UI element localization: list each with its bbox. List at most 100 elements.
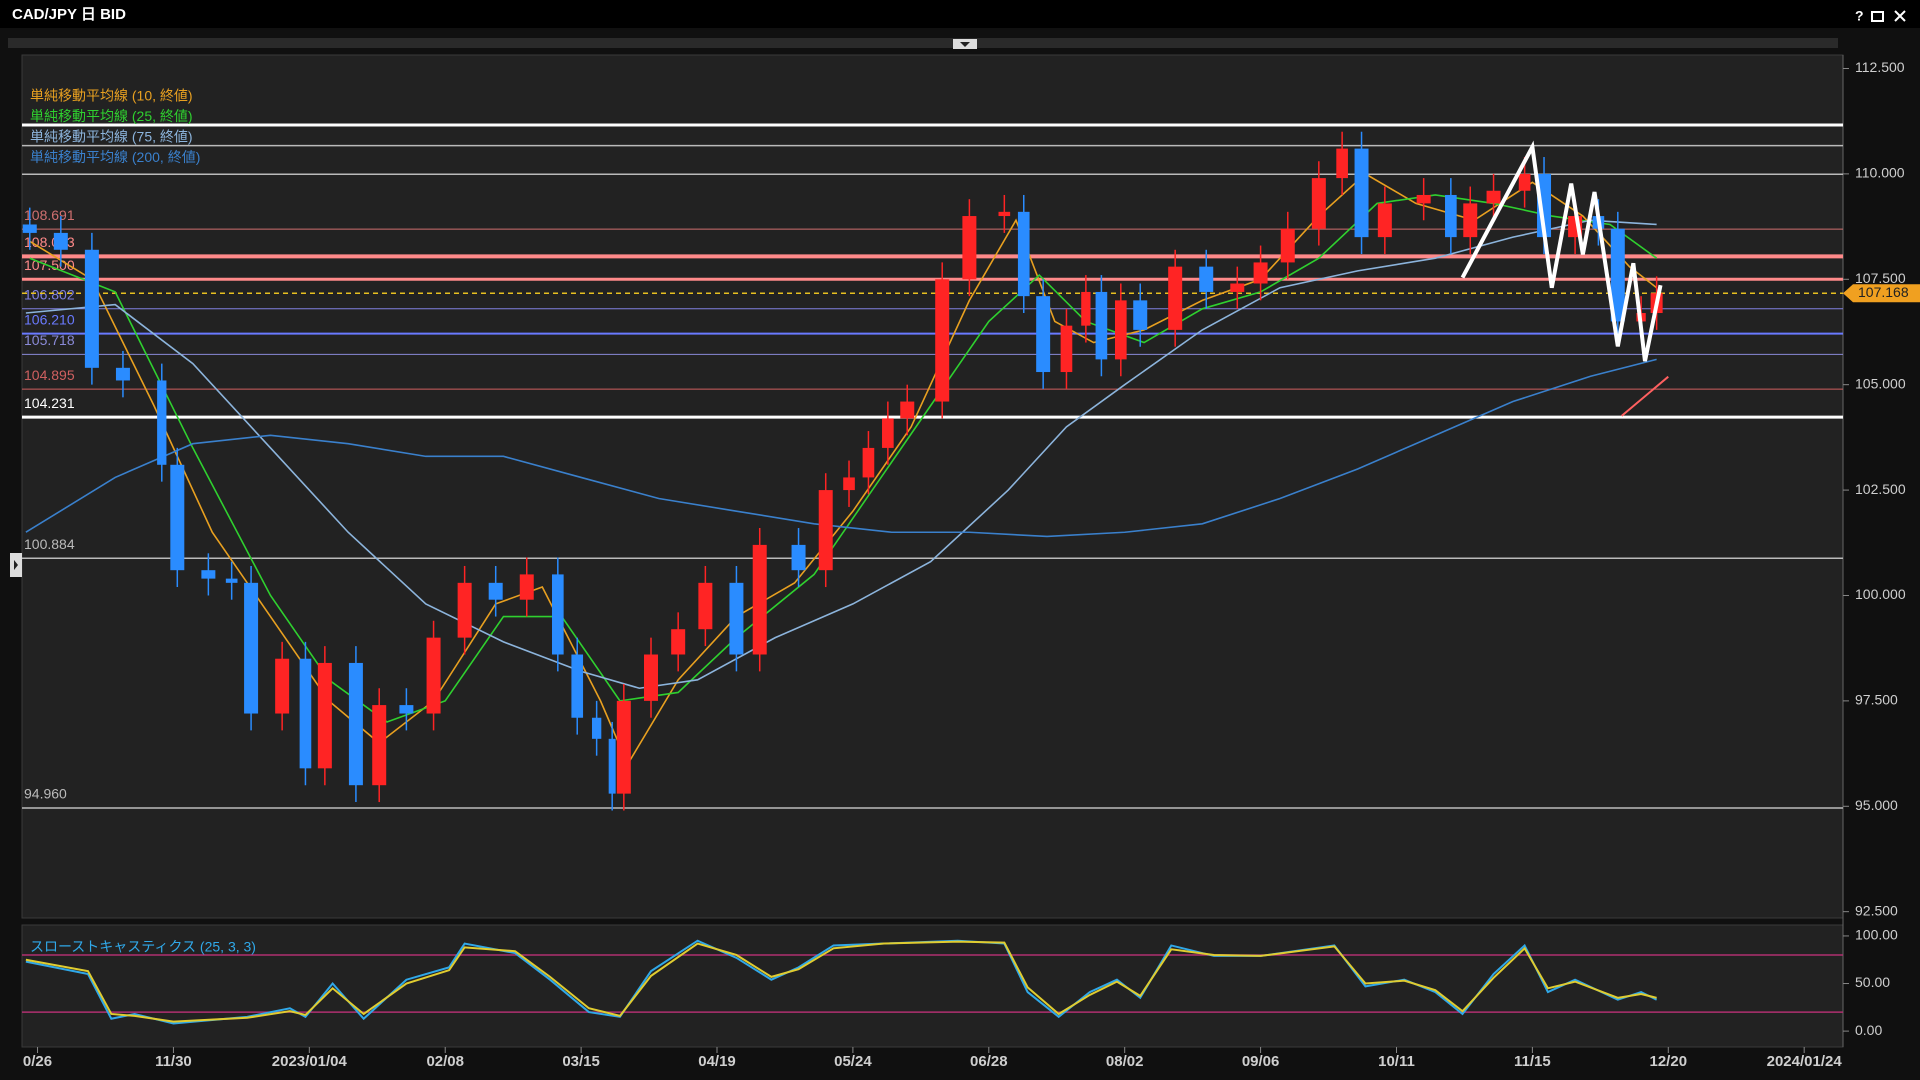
maximize-button[interactable] bbox=[1871, 11, 1884, 22]
y-tick-label: 105.000 bbox=[1855, 375, 1906, 391]
candle-body bbox=[488, 582, 503, 600]
y-tick-label: 107.500 bbox=[1855, 270, 1906, 286]
x-tick-label: 06/28 bbox=[970, 1053, 1008, 1070]
stoch-panel bbox=[21, 924, 1844, 1048]
current-price-tag bbox=[1843, 284, 1920, 303]
level-label: 106.802 bbox=[24, 286, 75, 302]
candle-body bbox=[1445, 194, 1457, 238]
candle-body bbox=[1377, 203, 1392, 238]
y-tick-label: 95.000 bbox=[1855, 797, 1898, 813]
candle-body bbox=[1280, 228, 1295, 263]
candle-body bbox=[317, 662, 332, 769]
candle-body bbox=[1416, 194, 1431, 204]
candle-body bbox=[84, 249, 99, 368]
candle-body bbox=[201, 570, 216, 579]
candle-body bbox=[244, 582, 259, 714]
candle-body bbox=[1518, 173, 1531, 191]
x-tick-label: 2024/01/24 bbox=[1767, 1053, 1843, 1070]
candle-body bbox=[551, 574, 564, 655]
legend-entry: 単純移動平均線 (200, 終値) bbox=[30, 149, 200, 165]
x-tick-label: 05/24 bbox=[834, 1053, 872, 1070]
x-tick-label: 02/08 bbox=[426, 1053, 464, 1070]
candle-body bbox=[616, 700, 631, 794]
x-tick-label: 03/15 bbox=[562, 1053, 600, 1070]
candle-body bbox=[53, 232, 68, 250]
level-label: 100.884 bbox=[24, 536, 75, 552]
x-tick-label: 12/20 bbox=[1650, 1053, 1688, 1070]
candle-body bbox=[1081, 291, 1091, 326]
plot-layer: 108.691108.043107.500106.802106.210105.7… bbox=[22, 59, 1920, 1070]
level-label: 105.718 bbox=[24, 332, 75, 348]
current-price-label: 107.168 bbox=[1858, 284, 1909, 300]
level-label: 94.960 bbox=[24, 786, 67, 802]
x-tick-label: 2023/01/04 bbox=[272, 1053, 348, 1070]
level-label: 106.210 bbox=[24, 311, 75, 327]
candle-body bbox=[818, 490, 833, 571]
moving-average bbox=[25, 219, 1657, 690]
drawing bbox=[1621, 375, 1669, 417]
candle-body bbox=[843, 477, 855, 491]
candle-body bbox=[882, 418, 894, 448]
candle-body bbox=[1199, 266, 1214, 292]
close-button[interactable] bbox=[1894, 10, 1906, 22]
x-tick-label: 09/06 bbox=[1242, 1053, 1280, 1070]
candle-body bbox=[862, 447, 875, 478]
candle-body bbox=[170, 464, 185, 571]
candle-body bbox=[348, 662, 363, 786]
candle-body bbox=[998, 211, 1011, 217]
candle-body bbox=[1253, 262, 1268, 284]
top-bar bbox=[8, 38, 1838, 48]
candle-body bbox=[1060, 325, 1073, 373]
candle-body bbox=[399, 705, 414, 714]
candle-body bbox=[1133, 300, 1148, 330]
candle-body bbox=[1095, 291, 1108, 360]
stoch-line bbox=[25, 940, 1657, 1023]
candle-body bbox=[1336, 148, 1348, 179]
legend-entry: 単純移動平均線 (10, 終値) bbox=[30, 88, 193, 104]
help-button[interactable]: ? bbox=[1855, 8, 1864, 24]
title-bar bbox=[0, 0, 1920, 28]
candle-body bbox=[571, 654, 584, 718]
candle-body bbox=[608, 738, 616, 794]
window-title: CAD/JPY 日 BID bbox=[12, 6, 126, 23]
candle-body bbox=[791, 544, 806, 571]
candle-body bbox=[115, 367, 130, 381]
stoch-line bbox=[25, 939, 1658, 1025]
candle-body bbox=[426, 637, 441, 714]
candle-body bbox=[935, 279, 950, 402]
candle-body bbox=[671, 629, 686, 655]
x-tick-label: 04/19 bbox=[698, 1053, 736, 1070]
candle-body bbox=[752, 544, 767, 655]
candle-body bbox=[275, 658, 290, 714]
candle-body bbox=[157, 380, 167, 465]
y-tick-label: 112.500 bbox=[1855, 59, 1905, 75]
candle-body bbox=[372, 705, 387, 786]
candle-body bbox=[729, 582, 744, 655]
candle-body bbox=[1610, 228, 1625, 322]
candle-body bbox=[1311, 178, 1326, 229]
candle-body bbox=[591, 717, 602, 739]
moving-average bbox=[25, 358, 1657, 538]
candle-body bbox=[644, 654, 659, 701]
candle-body bbox=[1114, 300, 1127, 360]
candle-body bbox=[698, 582, 713, 630]
legend-entry: 単純移動平均線 (25, 終値) bbox=[30, 108, 193, 124]
y-tick-label: 97.500 bbox=[1855, 692, 1898, 708]
candle-body bbox=[1354, 148, 1369, 238]
candle-body bbox=[962, 216, 977, 280]
candle-body bbox=[900, 401, 915, 419]
candle-body bbox=[299, 658, 312, 769]
level-label: 104.895 bbox=[24, 367, 75, 383]
dropdown-arrow bbox=[960, 42, 970, 47]
candle-body bbox=[225, 578, 238, 583]
candle-body bbox=[1168, 266, 1183, 330]
candle-body bbox=[519, 574, 534, 600]
candle-body bbox=[1537, 173, 1552, 238]
x-tick-label: 08/02 bbox=[1106, 1053, 1144, 1070]
legend-entry: 単純移動平均線 (75, 終値) bbox=[30, 129, 193, 145]
side-arrow bbox=[14, 560, 18, 570]
x-tick-label: 0/26 bbox=[23, 1053, 52, 1070]
y-tick-label: 50.00 bbox=[1855, 974, 1890, 990]
y-tick-label: 92.500 bbox=[1855, 902, 1898, 918]
